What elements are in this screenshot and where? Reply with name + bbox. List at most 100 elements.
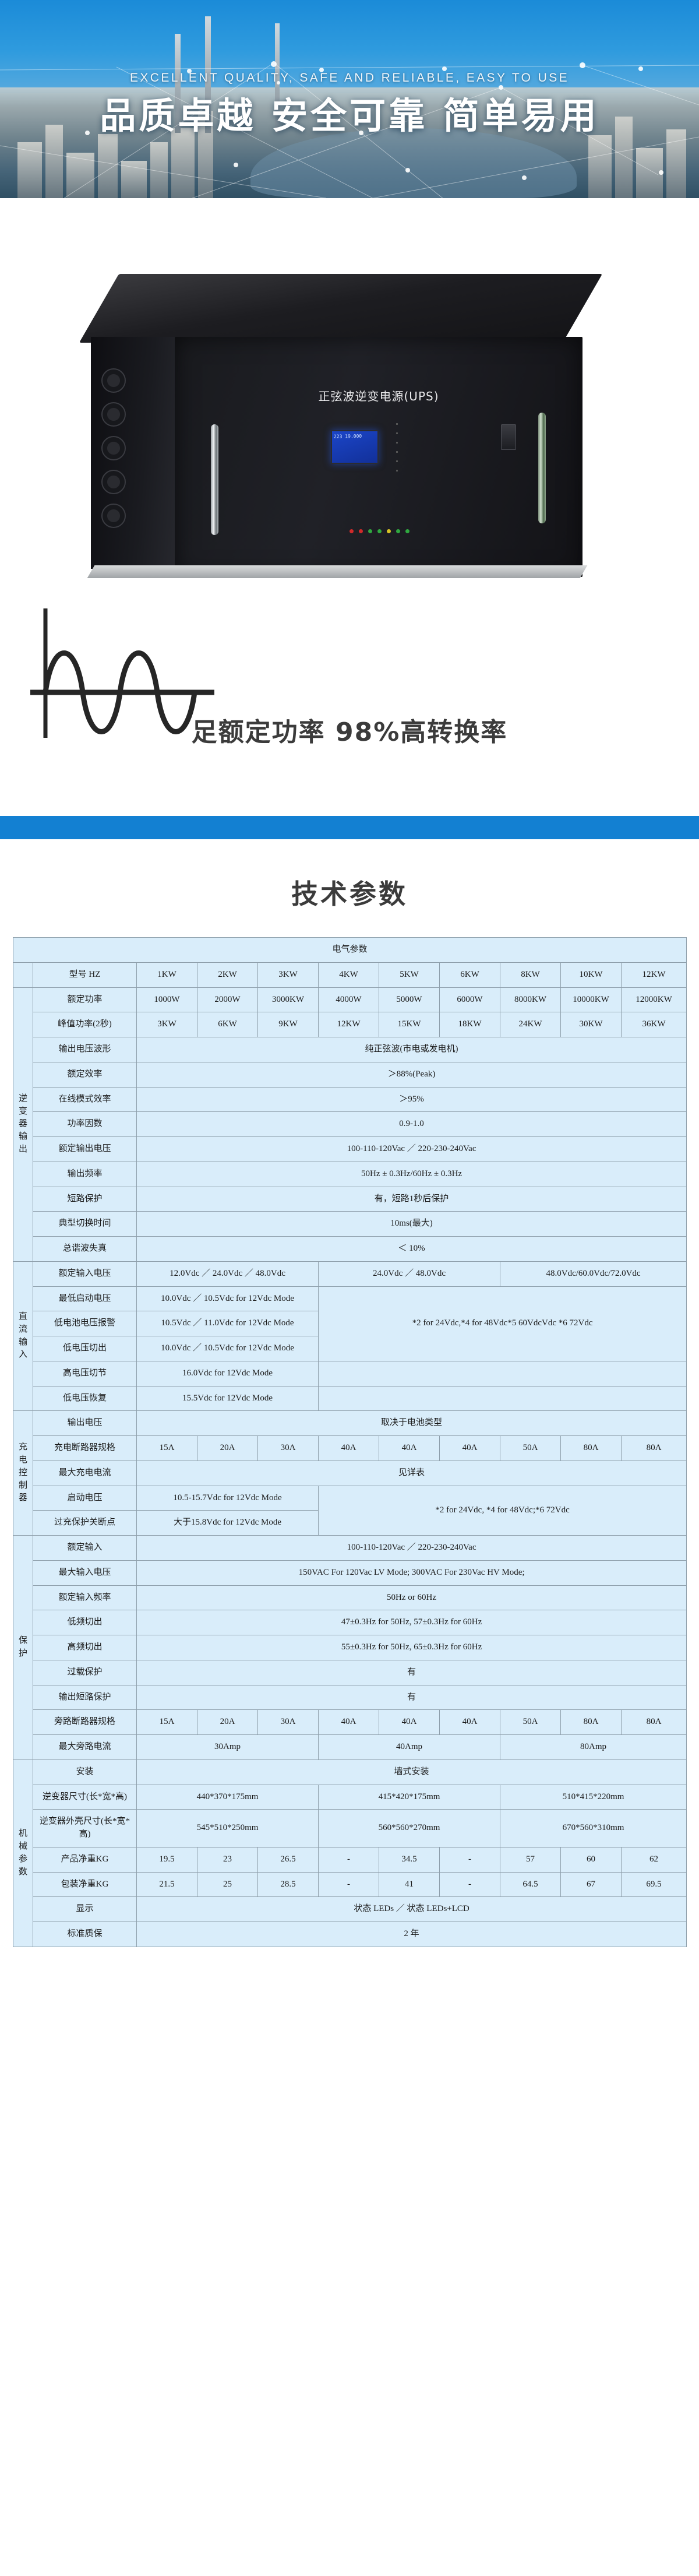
cell: 8000KW (500, 987, 561, 1013)
table-row: 输出电压波形 纯正弦波(市电或发电机) (13, 1037, 687, 1062)
fan-vent-icon (101, 436, 126, 460)
device-base-rail (87, 565, 588, 578)
led-overload-icon (359, 529, 363, 533)
cell: 10ms(最大) (136, 1211, 687, 1237)
cell: 10.5-15.7Vdc for 12Vdc Mode (136, 1485, 319, 1511)
row-label: 逆变器尺寸(长*宽*高) (33, 1784, 137, 1810)
cell: 100-110-120Vac ／ 220-230-240Vac (136, 1535, 687, 1561)
cell: ＞95% (136, 1086, 687, 1113)
row-label: 总谐波失真 (33, 1236, 137, 1262)
spec-table-wrapper: 电气参数 型号 HZ 1KW 2KW 3KW 4KW 5KW 6KW 8KW 1… (0, 937, 699, 1970)
cell: 12000KW (620, 987, 687, 1013)
cell: 30Amp (136, 1734, 319, 1760)
row-label: 额定输入电压 (33, 1261, 137, 1287)
device-handle-right (538, 413, 546, 523)
banner-tower-mid (205, 16, 211, 133)
cell: 150VAC For 120Vac LV Mode; 300VAC For 23… (136, 1560, 687, 1586)
table-row: 最大输入电压 150VAC For 120Vac LV Mode; 300VAC… (13, 1560, 687, 1586)
banner-tower-right (275, 23, 280, 133)
cell: 15.5Vdc for 12Vdc Mode (136, 1385, 319, 1412)
row-label: 包装净重KG (33, 1871, 137, 1898)
lcd-display: 223 19.000 (331, 430, 379, 464)
model-3kw: 3KW (257, 962, 319, 988)
banner-cityscape (0, 87, 699, 198)
cell: 30KW (560, 1012, 622, 1037)
model-4kw: 4KW (318, 962, 379, 988)
row-label: 最大输入电压 (33, 1560, 137, 1586)
row-label: 输出短路保护 (33, 1684, 137, 1711)
dc-multiplier-note: *2 for 24Vdc,*4 for 48Vdc*5 60VdcVdc *6 … (317, 1286, 687, 1361)
cell: 80A (620, 1435, 687, 1461)
cell: 50A (500, 1435, 561, 1461)
cell: 50Hz ± 0.3Hz/60Hz ± 0.3Hz (136, 1161, 687, 1187)
table-row: 型号 HZ 1KW 2KW 3KW 4KW 5KW 6KW 8KW 10KW 1… (13, 962, 687, 988)
cell: - (439, 1846, 500, 1873)
model-label: 型号 HZ (33, 962, 137, 988)
cell: 80A (620, 1709, 687, 1735)
led-bypass-icon (405, 529, 409, 533)
table-row: 过载保护 有 (13, 1659, 687, 1685)
fan-vent-icon (101, 504, 126, 528)
technical-spec-table: 电气参数 型号 HZ 1KW 2KW 3KW 4KW 5KW 6KW 8KW 1… (12, 937, 687, 1947)
cell: 560*560*270mm (318, 1809, 500, 1847)
cell: 47±0.3Hz for 50Hz, 57±0.3Hz for 60Hz (136, 1610, 687, 1635)
cell: 1000W (136, 987, 197, 1013)
cell: 10.0Vdc ／ 10.5Vdc for 12Vdc Mode (136, 1286, 319, 1312)
cell: 15KW (379, 1012, 440, 1037)
cell: 6KW (197, 1012, 258, 1037)
table-row: 显示 状态 LEDs ／ 状态 LEDs+LCD (13, 1896, 687, 1922)
group-mechanical: 机械参数 (13, 1759, 33, 1947)
table-row: 输出频率 50Hz ± 0.3Hz/60Hz ± 0.3Hz (13, 1161, 687, 1187)
cell: 415*420*175mm (318, 1784, 500, 1810)
table-row: 直流输入 额定输入电压 12.0Vdc ／ 24.0Vdc ／ 48.0Vdc … (13, 1261, 687, 1412)
cell: 15A (136, 1709, 197, 1735)
fan-vent-icon (101, 470, 126, 494)
table-row: 最大充电电流 见详表 (13, 1460, 687, 1486)
cell: 30A (257, 1435, 319, 1461)
table-row: 旁路断路器规格 15A 20A 30A 40A 40A 40A 50A 80A … (13, 1709, 687, 1735)
table-row: 充电控制器 输出电压 取决于电池类型 (13, 1410, 687, 1536)
table-row: 充电断路器规格 15A 20A 30A 40A 40A 40A 50A 80A … (13, 1435, 687, 1461)
model-8kw: 8KW (500, 962, 561, 988)
row-label: 低电压恢复 (33, 1385, 137, 1412)
cell: 440*370*175mm (136, 1784, 319, 1810)
product-photo-section: 正弦波逆变电源(UPS) 223 19.000 (0, 198, 699, 816)
cell: 6000W (439, 987, 500, 1013)
cell: 36KW (620, 1012, 687, 1037)
cell: 见详表 (136, 1460, 687, 1486)
power-switch[interactable] (501, 424, 516, 450)
table-row: 输出短路保护 有 (13, 1684, 687, 1711)
row-label: 额定输入 (33, 1535, 137, 1561)
table-row: 电气参数 (12, 937, 687, 963)
cell: 23 (197, 1846, 258, 1873)
cell: 25 (197, 1871, 258, 1898)
cell: 3KW (136, 1012, 197, 1037)
cell: 30A (257, 1709, 319, 1735)
table-row: 高频切出 55±0.3Hz for 50Hz, 65±0.3Hz for 60H… (13, 1635, 687, 1660)
row-label: 高频切出 (33, 1635, 137, 1660)
fan-vent-icon (101, 368, 126, 393)
row-label: 典型切换时间 (33, 1211, 137, 1237)
cell: 15A (136, 1435, 197, 1461)
hero-banner: EXCELLENT QUALITY, SAFE AND RELIABLE, EA… (0, 0, 699, 198)
cell: 40A (439, 1709, 500, 1735)
table-row: 启动电压 10.5-15.7Vdc for 12Vdc Mode *2 for … (13, 1485, 687, 1536)
charger-multiplier-note: *2 for 24Vdc, *4 for 48Vdc;*6 72Vdc (317, 1485, 687, 1536)
banner-chinese-tagline: 品质卓越 安全可靠 简单易用 (100, 94, 599, 137)
row-label: 旁路断路器规格 (33, 1709, 137, 1735)
accent-divider-bar (0, 816, 699, 839)
cell: 18KW (439, 1012, 500, 1037)
cell: 40A (318, 1435, 379, 1461)
cell: 67 (560, 1871, 622, 1898)
row-label: 充电断路器规格 (33, 1435, 137, 1461)
cell: ＞88%(Peak) (136, 1061, 687, 1088)
cell: 3000KW (257, 987, 319, 1013)
fan-vent-icon (101, 402, 126, 427)
table-row: 额定效率 ＞88%(Peak) (13, 1061, 687, 1088)
group-charge-controller: 充电控制器 (13, 1410, 33, 1536)
table-row: 功率因数 0.9-1.0 (13, 1111, 687, 1137)
device-front-panel: 正弦波逆变电源(UPS) 223 19.000 (175, 337, 582, 577)
cell: - (439, 1871, 500, 1898)
table-row: 低电池电压报警 10.5Vdc ／ 11.0Vdc for 12Vdc Mode (13, 1311, 687, 1336)
model-6kw: 6KW (439, 962, 500, 988)
